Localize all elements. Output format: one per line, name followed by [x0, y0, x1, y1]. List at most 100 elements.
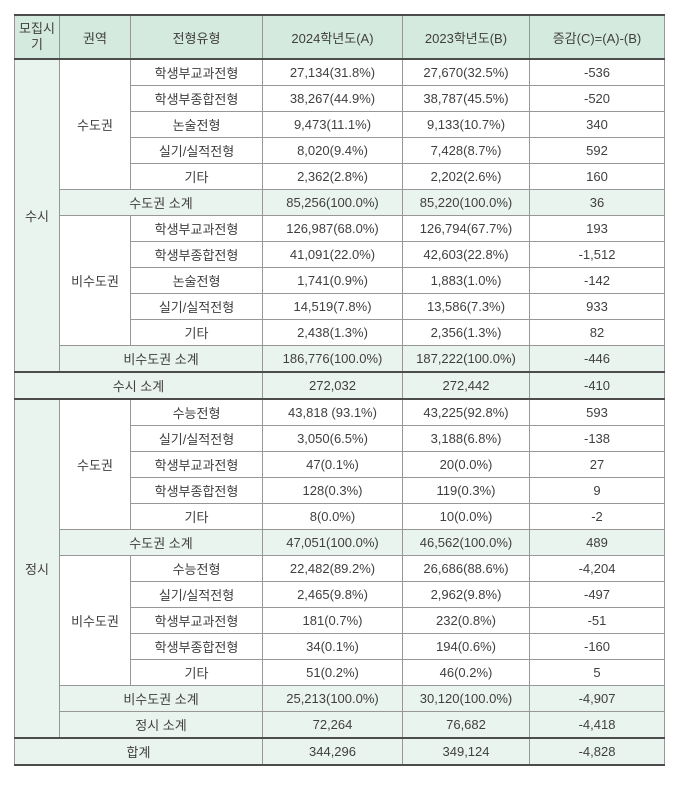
period-cell: 수시	[14, 58, 60, 373]
value-2023: 30,120(100.0%)	[402, 685, 530, 712]
value-2023: 194(0.6%)	[402, 633, 530, 660]
value-2024: 2,438(1.3%)	[262, 319, 403, 346]
value-diff: -142	[529, 267, 665, 294]
admission-type-cell: 학생부종합전형	[130, 633, 263, 660]
value-2024: 2,465(9.8%)	[262, 581, 403, 608]
region-cell: 수도권	[59, 398, 131, 530]
table-row: 비수도권 학생부교과전형 126,987(68.0%) 126,794(67.7…	[15, 215, 665, 346]
value-diff: -138	[529, 425, 665, 452]
value-2024: 22,482(89.2%)	[262, 555, 403, 582]
value-2023: 349,124	[402, 737, 530, 766]
value-2024: 186,776(100.0%)	[262, 345, 403, 373]
admission-type-cell: 기타	[130, 163, 263, 190]
value-diff: 9	[529, 477, 665, 504]
subtotal-row: 수도권 소계 47,051(100.0%) 46,562(100.0%) 489	[15, 529, 665, 556]
value-diff: -1,512	[529, 241, 665, 268]
subtotal-label: 정시 소계	[59, 711, 263, 739]
value-2024: 41,091(22.0%)	[262, 241, 403, 268]
admission-type-cell: 실기/실적전형	[130, 425, 263, 452]
value-2024: 47,051(100.0%)	[262, 529, 403, 556]
value-2024: 181(0.7%)	[262, 607, 403, 634]
value-diff: -51	[529, 607, 665, 634]
value-2023: 43,225(92.8%)	[402, 398, 530, 426]
table-row: 기타 2,362(2.8%) 2,202(2.6%) 160	[15, 163, 665, 190]
value-2023: 2,202(2.6%)	[402, 163, 530, 190]
section-subtotal-row: 정시 소계 72,264 76,682 -4,418	[15, 711, 665, 739]
admission-type-cell: 학생부교과전형	[130, 215, 263, 242]
value-diff: -520	[529, 85, 665, 112]
value-diff: 340	[529, 111, 665, 138]
subtotal-label: 수시 소계	[14, 371, 263, 400]
admission-type-cell: 논술전형	[130, 267, 263, 294]
value-diff: 36	[529, 189, 665, 216]
value-2023: 232(0.8%)	[402, 607, 530, 634]
value-2023: 13,586(7.3%)	[402, 293, 530, 320]
value-2023: 42,603(22.8%)	[402, 241, 530, 268]
total-row: 합계 344,296 349,124 -4,828	[14, 737, 665, 766]
admission-type-cell: 기타	[130, 659, 263, 686]
table-row: 학생부종합전형 34(0.1%) 194(0.6%) -160	[15, 633, 665, 660]
header-diff: 증감(C)=(A)-(B)	[529, 14, 665, 60]
admission-type-cell: 학생부교과전형	[130, 451, 263, 478]
value-2024: 38,267(44.9%)	[262, 85, 403, 112]
value-2024: 126,987(68.0%)	[262, 215, 403, 242]
value-2024: 8(0.0%)	[262, 503, 403, 530]
table-row: 학생부종합전형 38,267(44.9%) 38,787(45.5%) -520	[15, 85, 665, 112]
value-diff: 933	[529, 293, 665, 320]
value-diff: -4,907	[529, 685, 665, 712]
value-2024: 34(0.1%)	[262, 633, 403, 660]
value-diff: -446	[529, 345, 665, 373]
value-2024: 47(0.1%)	[262, 451, 403, 478]
table-row: 기타 8(0.0%) 10(0.0%) -2	[15, 503, 665, 530]
subtotal-row: 비수도권 소계 186,776(100.0%) 187,222(100.0%) …	[15, 345, 665, 373]
admission-type-cell: 학생부교과전형	[130, 607, 263, 634]
value-diff: 82	[529, 319, 665, 346]
table-row: 실기/실적전형 14,519(7.8%) 13,586(7.3%) 933	[15, 293, 665, 320]
value-2024: 1,741(0.9%)	[262, 267, 403, 294]
admission-type-cell: 기타	[130, 503, 263, 530]
table-row: 정시 수도권 수능전형 43,818 (93.1%) 43,225(92.8%)…	[14, 398, 665, 739]
value-2023: 126,794(67.7%)	[402, 215, 530, 242]
admission-type-cell: 논술전형	[130, 111, 263, 138]
table-row: 학생부종합전형 128(0.3%) 119(0.3%) 9	[15, 477, 665, 504]
subtotal-label: 수도권 소계	[59, 189, 263, 216]
value-diff: -4,204	[529, 555, 665, 582]
table-row: 논술전형 1,741(0.9%) 1,883(1.0%) -142	[15, 267, 665, 294]
subtotal-row: 수도권 소계 85,256(100.0%) 85,220(100.0%) 36	[15, 189, 665, 216]
table-row: 논술전형 9,473(11.1%) 9,133(10.7%) 340	[15, 111, 665, 138]
value-2023: 46,562(100.0%)	[402, 529, 530, 556]
admission-type-cell: 실기/실적전형	[130, 581, 263, 608]
value-diff: 5	[529, 659, 665, 686]
table-row: 실기/실적전형 8,020(9.4%) 7,428(8.7%) 592	[15, 137, 665, 164]
admission-type-cell: 학생부종합전형	[130, 241, 263, 268]
table-row: 학생부종합전형 41,091(22.0%) 42,603(22.8%) -1,5…	[15, 241, 665, 268]
header-row: 모집시기 권역 전형유형 2024학년도(A) 2023학년도(B) 증감(C)…	[14, 14, 665, 60]
value-diff: 489	[529, 529, 665, 556]
admission-type-cell: 실기/실적전형	[130, 137, 263, 164]
value-diff: 27	[529, 451, 665, 478]
value-2024: 9,473(11.1%)	[262, 111, 403, 138]
header-2023: 2023학년도(B)	[402, 14, 530, 60]
value-2024: 3,050(6.5%)	[262, 425, 403, 452]
value-diff: -536	[529, 58, 665, 86]
value-diff: -497	[529, 581, 665, 608]
section-subtotal-row: 수시 소계 272,032 272,442 -410	[14, 371, 665, 400]
value-2023: 119(0.3%)	[402, 477, 530, 504]
region-cell: 비수도권	[59, 555, 131, 686]
value-2024: 128(0.3%)	[262, 477, 403, 504]
value-2023: 85,220(100.0%)	[402, 189, 530, 216]
value-diff: -4,418	[529, 711, 665, 739]
header-period: 모집시기	[14, 14, 60, 60]
value-diff: 593	[529, 398, 665, 426]
value-2023: 20(0.0%)	[402, 451, 530, 478]
value-2023: 46(0.2%)	[402, 659, 530, 686]
header-2024: 2024학년도(A)	[262, 14, 403, 60]
value-2024: 2,362(2.8%)	[262, 163, 403, 190]
value-2023: 10(0.0%)	[402, 503, 530, 530]
value-diff: 193	[529, 215, 665, 242]
value-2023: 9,133(10.7%)	[402, 111, 530, 138]
admission-type-cell: 학생부교과전형	[130, 58, 263, 86]
header-region: 권역	[59, 14, 131, 60]
subtotal-label: 비수도권 소계	[59, 685, 263, 712]
